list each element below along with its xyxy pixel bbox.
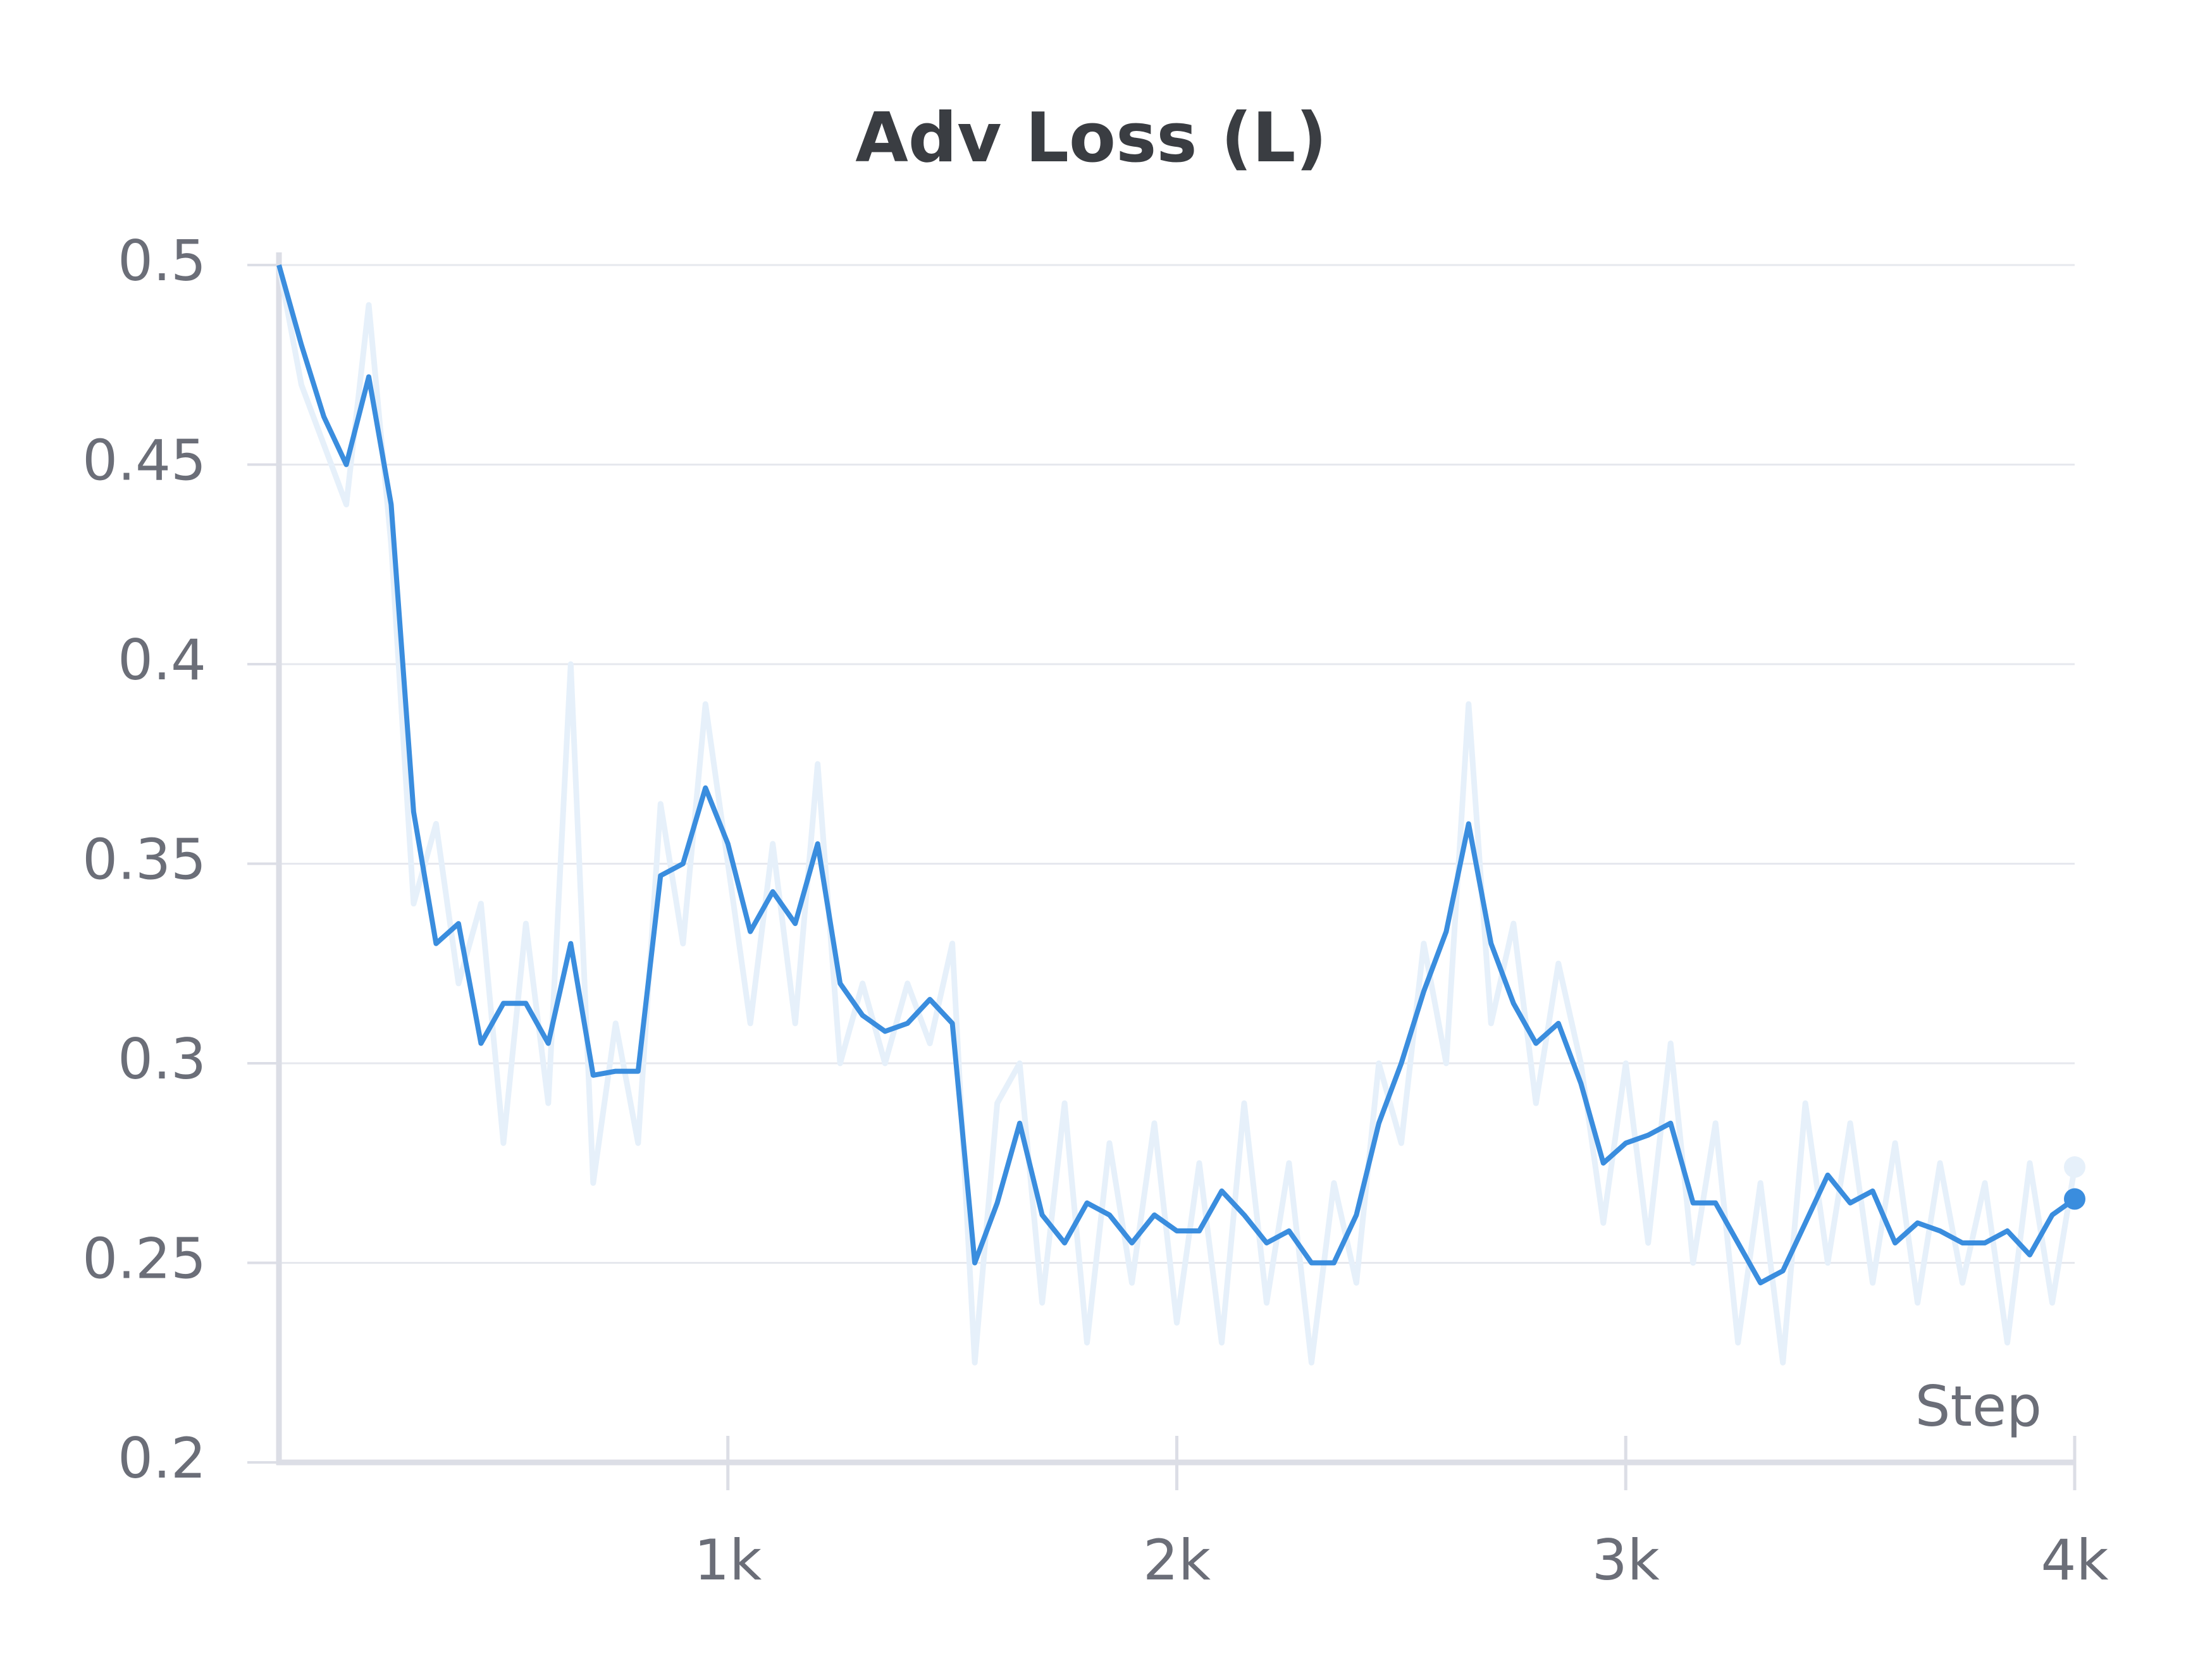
x-tick-label: 2k bbox=[1143, 1528, 1211, 1593]
y-tick-label: 0.4 bbox=[118, 627, 206, 693]
y-tick-label: 0.45 bbox=[82, 428, 206, 493]
y-tick-label: 0.3 bbox=[118, 1027, 206, 1092]
x-tick-label: 3k bbox=[1592, 1528, 1660, 1593]
y-tick-label: 0.35 bbox=[82, 827, 206, 892]
x-tick-label: 1k bbox=[694, 1528, 762, 1593]
series-line bbox=[276, 264, 2078, 1366]
chart-title: Adv Loss (L) bbox=[855, 99, 1327, 178]
end-dot bbox=[2064, 1156, 2085, 1178]
end-dot bbox=[2064, 1188, 2085, 1210]
series-line bbox=[276, 264, 2077, 1286]
y-tick-label: 0.2 bbox=[118, 1426, 206, 1491]
y-tick-label: 0.5 bbox=[118, 228, 206, 293]
y-tick-label: 0.25 bbox=[82, 1226, 206, 1291]
x-axis-label: Step bbox=[1915, 1374, 2042, 1439]
x-tick-label: 4k bbox=[2041, 1528, 2109, 1593]
